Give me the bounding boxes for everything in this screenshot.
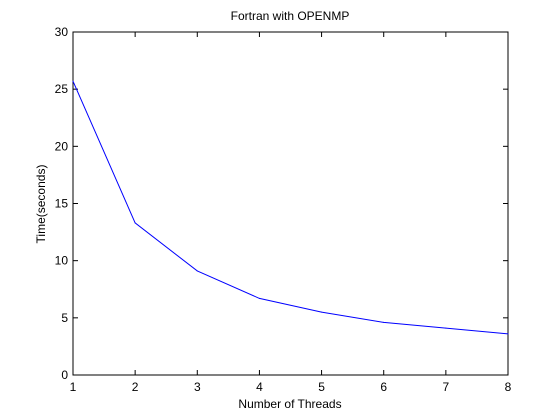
y-tick-label: 20 [55,139,69,153]
data-point [258,297,260,299]
data-point [321,311,323,313]
data-point [134,222,136,224]
series-layer [72,80,509,335]
data-point [72,80,74,82]
y-tick-label: 30 [55,25,69,39]
y-tick-label: 25 [55,82,69,96]
x-tick-label: 4 [256,380,263,394]
x-tick-label: 8 [505,380,512,394]
y-axis-ticks: 0 5 10 15 20 25 30 [55,25,508,382]
y-tick-label: 5 [61,311,68,325]
plot-area [72,31,509,376]
data-point [507,333,509,335]
y-tick-label: 10 [55,254,69,268]
x-tick-label: 5 [318,380,325,394]
x-tick-label: 6 [380,380,387,394]
x-tick-label: 2 [132,380,139,394]
data-point [196,270,198,272]
chart-title: Fortran with OPENMP [231,9,350,23]
x-tick-label: 7 [443,380,450,394]
x-axis-ticks: 1 2 3 4 5 6 7 8 [70,32,512,394]
y-axis-label: Time(seconds) [34,165,48,244]
x-tick-label: 1 [70,380,77,394]
x-axis-label: Number of Threads [238,397,341,411]
x-tick-label: 3 [194,380,201,394]
y-tick-label: 15 [55,197,69,211]
data-point [383,321,385,323]
y-tick-label: 0 [61,368,68,382]
series-line [72,80,509,335]
data-point [445,327,447,329]
